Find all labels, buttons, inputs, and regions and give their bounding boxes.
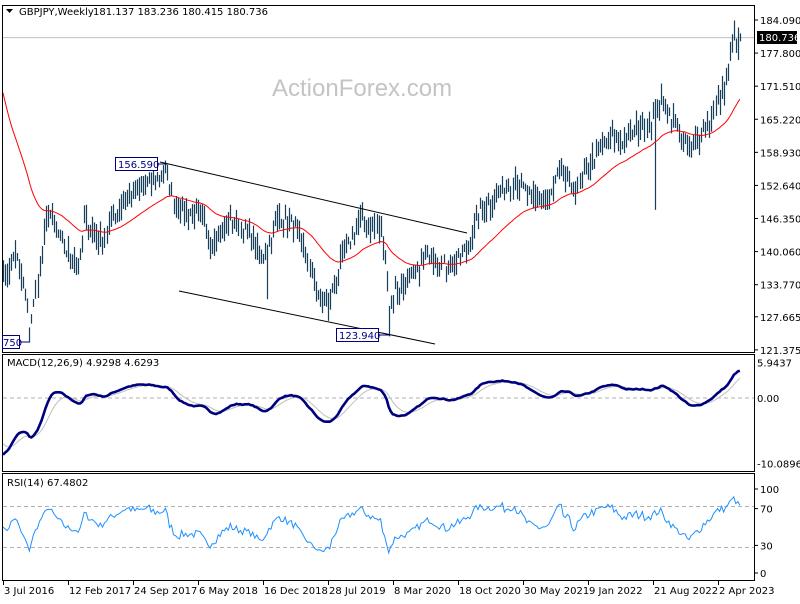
time-tick-label: 16 Dec 2018 (264, 586, 328, 597)
time-tick-label: 9 Jan 2022 (589, 586, 643, 597)
left-low-label-box (2, 335, 20, 349)
collapse-triangle-icon[interactable] (6, 9, 13, 13)
low-label-box (336, 328, 379, 342)
price-axis: 184.090 177.800 171.510 165.220 158.930 152.6… (754, 16, 800, 357)
time-tick-label: 8 Mar 2020 (394, 586, 451, 597)
price-tick-label: 152.640 (760, 181, 800, 192)
rsi-title: RSI(14) 67.4802 (7, 478, 88, 489)
current-price-label: 180.736 (759, 33, 800, 44)
high-label: 156.590 (118, 160, 159, 171)
current-price-tag (757, 31, 797, 44)
price-tick-label: 146.350 (760, 215, 800, 226)
macd-pane (2, 354, 755, 472)
moving-average-line (3, 92, 741, 267)
time-tick-label: 2 Apr 2023 (719, 586, 774, 597)
price-tick-label: 158.930 (760, 148, 800, 159)
rsi-tick-label: 70 (760, 505, 773, 516)
time-tick-label: 24 Sep 2017 (134, 586, 197, 597)
price-tick-label: 140.060 (760, 248, 800, 259)
time-tick-label: 28 Jul 2019 (329, 586, 386, 597)
main-pane (2, 5, 755, 353)
upper-trendline (159, 161, 468, 234)
price-bars (3, 20, 742, 343)
high-label-box (115, 157, 158, 171)
macd-title: MACD(12,26,9) 4.9298 4.6293 (7, 358, 159, 369)
macd-axis: 5.9437 0.00 -10.0896 (757, 359, 800, 471)
header: GBPJPY,Weekly 181.137 183.236 180.415 18… (6, 7, 268, 18)
rsi-line (3, 495, 741, 555)
time-tick-label: 3 Jul 2016 (4, 586, 54, 597)
price-tick-label: 171.510 (760, 82, 800, 93)
ohlc-values: 181.137 183.236 180.415 180.736 (93, 7, 268, 18)
price-tick-label: 121.375 (760, 346, 800, 357)
price-tick-label: 165.220 (760, 115, 800, 126)
lower-trendline (178, 290, 436, 345)
rsi-tick-label: 30 (760, 541, 773, 552)
symbol-timeframe: GBPJPY,Weekly (19, 7, 94, 18)
price-tick-label: 177.800 (760, 49, 800, 60)
macd-line (3, 369, 741, 456)
left-low-label: 750 (3, 338, 22, 349)
watermark: ActionForex.com (272, 75, 452, 102)
time-axis: 3 Jul 2016 12 Feb 2017 24 Sep 2017 6 May 20… (3, 581, 774, 597)
rsi-axis: 100 70 30 0 (754, 485, 779, 580)
rsi-tick-label: 0 (760, 569, 766, 580)
rsi-pane (2, 473, 755, 581)
price-tick-label: 184.090 (760, 16, 800, 27)
time-tick-label: 21 Aug 2022 (654, 586, 718, 597)
time-tick-label: 12 Feb 2017 (69, 586, 131, 597)
time-tick-label: 30 May 2021 (524, 586, 589, 597)
time-tick-label: 18 Oct 2020 (459, 586, 521, 597)
time-tick-label: 6 May 2018 (199, 586, 258, 597)
macd-tick-label: 5.9437 (757, 359, 792, 370)
rsi-tick-label: 100 (760, 485, 779, 496)
macd-tick-label: -10.0896 (757, 460, 800, 471)
price-tick-label: 133.770 (760, 281, 800, 292)
low-label: 123.940 (339, 331, 380, 342)
macd-tick-label: 0.00 (757, 394, 779, 405)
price-tick-label: 127.665 (760, 313, 800, 324)
